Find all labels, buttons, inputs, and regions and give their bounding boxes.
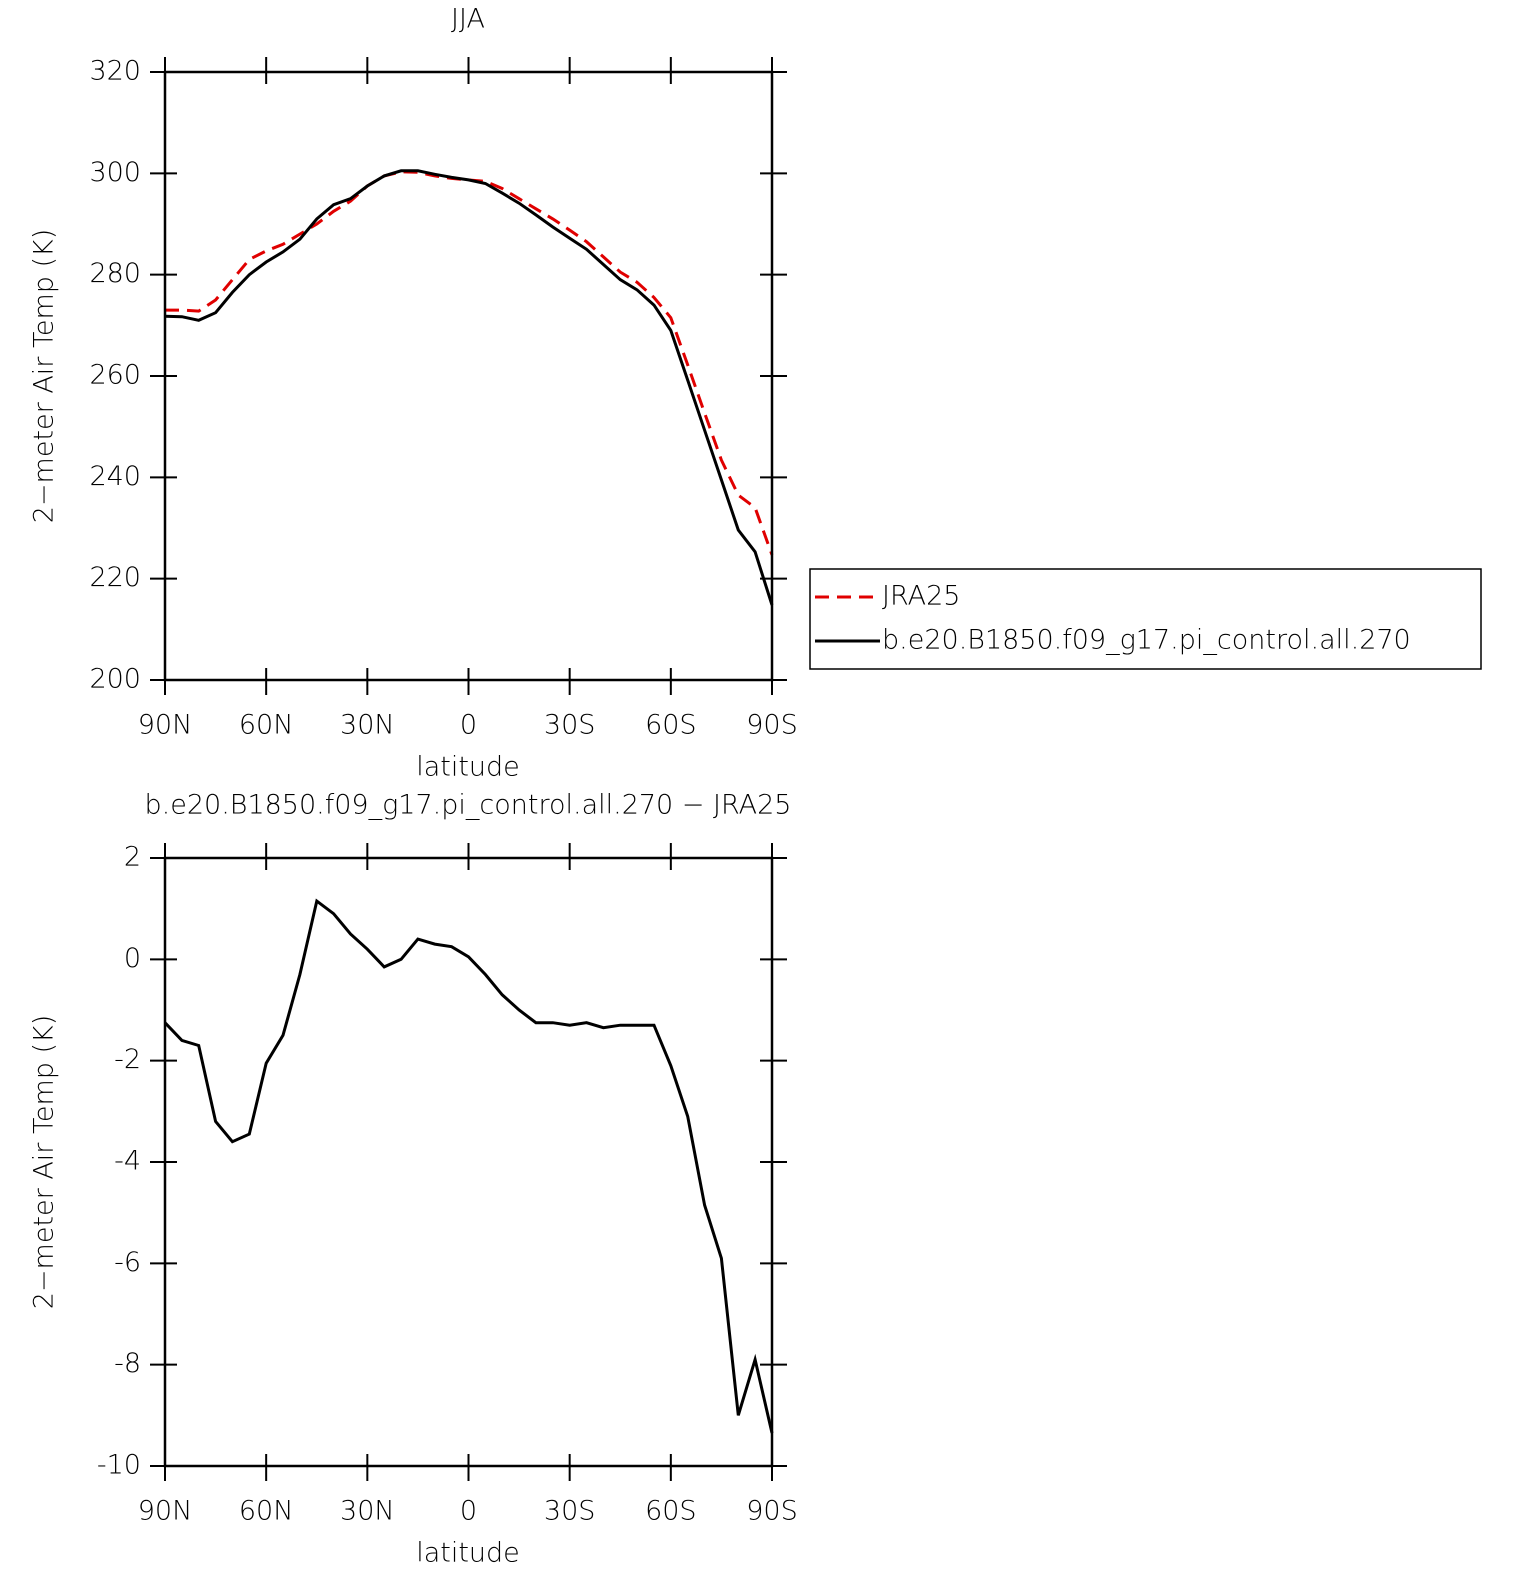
legend-label: JRA25	[882, 581, 960, 612]
chart-title: JJA	[451, 4, 485, 35]
y-tick-label: 220	[89, 562, 141, 593]
y-tick-label: 200	[89, 664, 141, 695]
x-axis-label: latitude	[416, 1538, 520, 1569]
y-tick-label: -2	[114, 1044, 141, 1075]
y-tick-label: -6	[114, 1247, 141, 1278]
x-axis-label: latitude	[416, 752, 520, 783]
y-tick-label: -4	[114, 1146, 141, 1177]
x-tick-label: 30S	[544, 710, 596, 741]
y-tick-label: 300	[89, 157, 141, 188]
y-axis-label: 2−meter Air Temp (K)	[29, 229, 60, 524]
x-tick-label: 90N	[138, 710, 193, 741]
x-tick-label: 90S	[746, 1496, 798, 1527]
legend-box	[809, 568, 1482, 670]
plot-frame	[163, 70, 774, 682]
y-tick-label: -10	[97, 1450, 141, 1481]
y-tick-label: -8	[114, 1348, 141, 1379]
x-tick-label: 90S	[746, 710, 798, 741]
x-tick-label: 30N	[340, 1496, 395, 1527]
x-tick-label: 60N	[239, 1496, 294, 1527]
y-tick-label: 280	[89, 258, 141, 289]
x-tick-label: 30S	[544, 1496, 596, 1527]
data-line	[165, 170, 774, 556]
legend-label: b.e20.B1850.f09_g17.pi_control.all.270	[882, 625, 1411, 656]
chart-title: b.e20.B1850.f09_g17.pi_control.all.270 −…	[145, 790, 792, 821]
y-tick-label: 260	[89, 360, 141, 391]
y-axis-label: 2−meter Air Temp (K)	[29, 1015, 60, 1310]
x-tick-label: 60S	[645, 710, 697, 741]
x-tick-label: 0	[460, 710, 477, 741]
x-tick-label: 60S	[645, 1496, 697, 1527]
y-tick-label: 2	[124, 842, 141, 873]
plot-frame	[163, 856, 774, 1468]
x-tick-label: 60N	[239, 710, 294, 741]
data-line	[163, 898, 774, 1434]
x-tick-label: 30N	[340, 710, 395, 741]
x-tick-label: 90N	[138, 1496, 193, 1527]
data-line	[164, 169, 774, 606]
x-tick-label: 0	[460, 1496, 477, 1527]
y-tick-label: 0	[124, 943, 141, 974]
y-tick-label: 240	[89, 461, 141, 492]
y-tick-label: 320	[89, 56, 141, 87]
